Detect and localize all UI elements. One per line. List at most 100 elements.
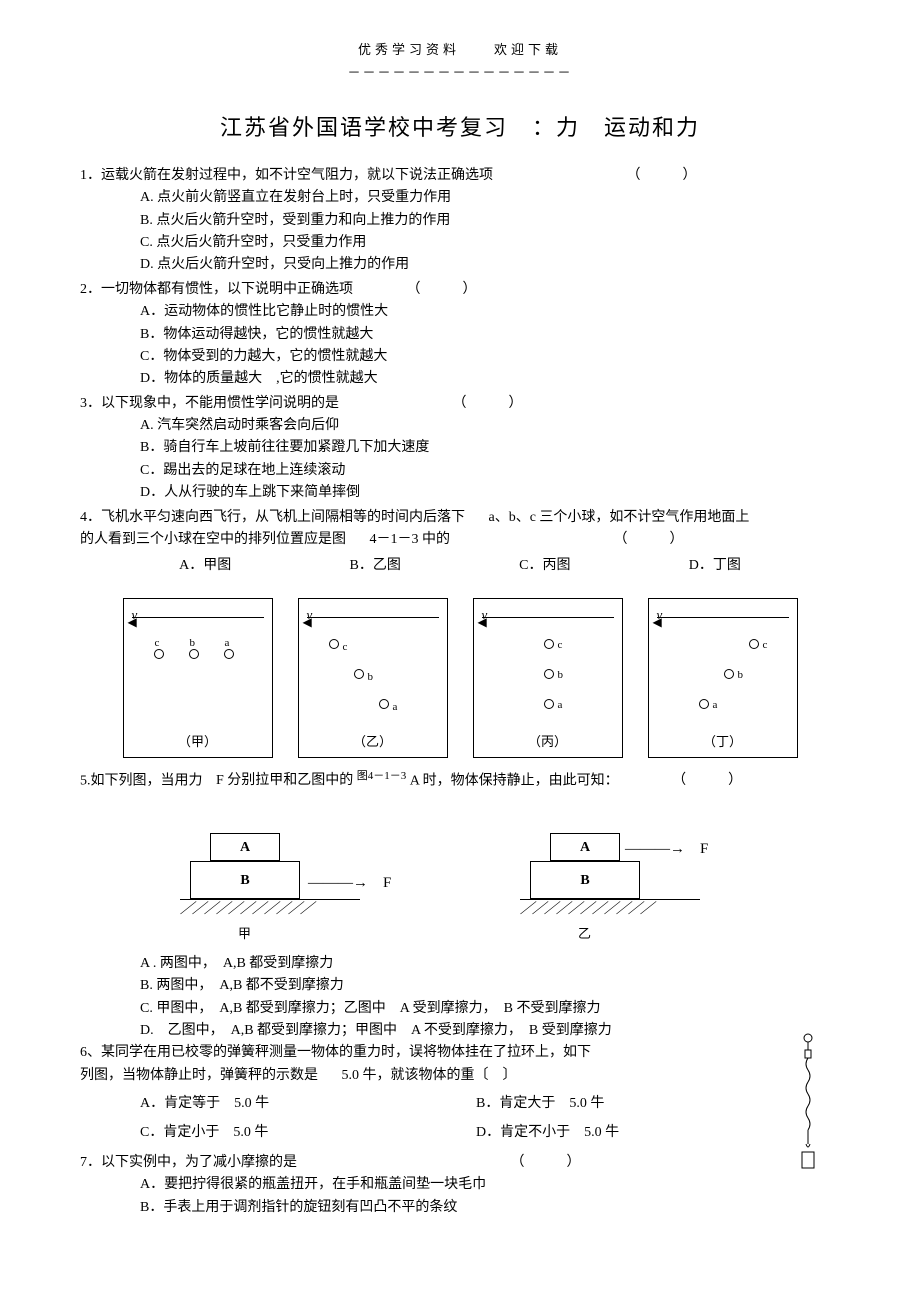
q2-opt-d: D．物体的质量越大 ,它的惯性就越大 [140,368,840,390]
ball-a-label: a [393,699,398,717]
q3-stem: 3．以下现象中，不能用惯性学问说明的是 [80,396,339,411]
q7-paren: （ ） [501,1152,581,1174]
arrow-head-icon: ◀ [303,613,312,632]
question-1: 1．运载火箭在发射过程中，如不计空气阻力，就以下说法正确选项 （ ） A. 点火… [80,165,840,277]
q5-opt-b: B. 两图中， A,B 都不受到摩擦力 [140,975,840,997]
force-label: F [700,841,708,857]
q4-opt-d: D．丁图 [689,555,741,577]
ball-c [329,639,339,649]
ball-c-label: c [558,637,563,655]
question-2: 2．一切物体都有惯性，以下说明中正确选项 （ ） A．运动物体的惯性比它静止时的… [80,279,840,391]
panel-ding: v ◀ c b a （丁） [648,598,798,758]
panel-yi: v ◀ c b a （乙） [298,598,448,758]
q4-opt-c: C．丙图 [519,555,570,577]
ball-b-label: b [738,667,744,685]
ball-a-label: a [225,635,230,653]
q5-figures: A B ／／／／／／／／／／／ ———→ F 甲 A B ／／／／／／／／／／／… [120,823,800,943]
q2-stem: 2．一切物体都有惯性，以下说明中正确选项 [80,282,353,297]
q4-opt-a: A．甲图 [179,555,231,577]
q2-paren: （ ） [397,279,477,301]
q5-options: A . 两图中， A,B 都受到摩擦力 B. 两图中， A,B 都不受到摩擦力 … [140,953,840,1043]
header-underline: －－－－－－－－－－－－－－－ [80,63,840,84]
ball-c [544,639,554,649]
q6-opt-d: D．肯定不小于 5.0 牛 [476,1122,812,1144]
question-6: 6、某同学在用已校零的弹簧秤测量一物体的重力时，误将物体挂在了拉环上，如下 列图… [80,1042,840,1150]
q5-opt-c: C. 甲图中， A,B 都受到摩擦力；乙图中 A 受到摩擦力， B 不受到摩擦力 [140,998,840,1020]
q4-stem2-mid: 4－1－3 中的 [370,532,451,547]
q5-stem-prefix: 5.如下列图，当用力 [80,773,203,788]
block-b: B [190,861,300,899]
q1-opt-a: A. 点火前火箭竖直立在发射台上时，只受重力作用 [140,187,840,209]
q7-stem: 7．以下实例中，为了减小摩擦的是 [80,1155,297,1170]
block-a: A [550,833,620,861]
question-4: 4．飞机水平匀速向西飞行，从飞机上间隔相等的时间内后落下 a、b、c 三个小球，… [80,507,840,578]
fig-caption-jia: 甲 [238,924,251,945]
q2-opt-c: C．物体受到的力越大，它的惯性就越大 [140,346,840,368]
block-b: B [530,861,640,899]
ball-c [749,639,759,649]
q1-paren: （ ） [617,165,697,187]
panel-caption-jia: （甲） [124,732,272,753]
ground-hatch-icon: ／／／／／／／／／／／ [520,899,652,921]
q3-opt-c: C．踢出去的足球在地上连续滚动 [140,460,840,482]
ball-b-label: b [558,667,564,685]
ball-a-label: a [558,697,563,715]
panel-caption-yi: （乙） [299,732,447,753]
q2-opt-a: A．运动物体的惯性比它静止时的惯性大 [140,301,840,323]
ball-a-label: a [713,697,718,715]
panel-jia: v ◀ c b a （甲） [123,598,273,758]
ball-b [544,669,554,679]
q1-opt-d: D. 点火后火箭升空时，只受向上推力的作用 [140,254,840,276]
q6-opt-c: C．肯定小于 5.0 牛 [140,1122,476,1144]
panel-caption-bing: （丙） [474,732,622,753]
q7-opt-a: A．要把拧得很紧的瓶盖扭开，在手和瓶盖间垫一块毛巾 [140,1174,840,1196]
q3-opt-d: D．人从行驶的车上跳下来简单摔倒 [140,482,840,504]
ball-a [699,699,709,709]
block-a: A [210,833,280,861]
q4-stem2-prefix: 的人看到三个小球在空中的排列位置应是图 [80,532,346,547]
arrow-head-icon: ◀ [478,613,487,632]
q5-stem-mid: F 分别拉甲和乙图中的 [216,773,353,788]
question-3: 3．以下现象中，不能用惯性学问说明的是 （ ） A. 汽车突然启动时乘客会向后仰… [80,393,840,505]
arrow-head-icon: ◀ [128,613,137,632]
q1-opt-b: B. 点火后火箭升空时，受到重力和向上推力的作用 [140,210,840,232]
ball-b [724,669,734,679]
ball-b-label: b [190,635,196,653]
ball-c-label: c [155,635,160,653]
ball-b [354,669,364,679]
arrow-line [657,617,789,618]
arrow-head-icon: ◀ [653,613,662,632]
arrow-line [482,617,614,618]
q6-opt-a: A．肯定等于 5.0 牛 [140,1093,476,1115]
q5-stem-suffix: A 时，物体保持静止，由此可知： [410,773,619,788]
ball-c-label: c [763,637,768,655]
header-note: 优秀学习资料 欢迎下载 [80,40,840,61]
q1-stem: 1．运载火箭在发射过程中，如不计空气阻力，就以下说法正确选项 [80,168,493,183]
q6-opt-b: B．肯定大于 5.0 牛 [476,1093,812,1115]
q7-opt-b: B．手表上用于调剂指针的旋钮刻有凹凸不平的条纹 [140,1197,840,1219]
panel-bing: v ◀ c b a （丙） [473,598,623,758]
question-7: 7．以下实例中，为了减小摩擦的是 （ ） A．要把拧得很紧的瓶盖扭开，在手和瓶盖… [80,1152,840,1219]
question-5: 5.如下列图，当用力 F 分别拉甲和乙图中的 图4－1－3 A 时，物体保持静止… [80,768,840,793]
spring-scale-icon [796,1032,820,1180]
ball-b-label: b [368,669,374,687]
q6-stem1: 6、某同学在用已校零的弹簧秤测量一物体的重力时，误将物体挂在了拉环上，如下 [80,1045,591,1060]
force-arrow: ———→ F [625,837,708,861]
ball-a [544,699,554,709]
force-label: F [383,875,391,891]
q3-opt-b: B．骑自行车上坡前往往要加紧蹬几下加大速度 [140,437,840,459]
q5-paren: （ ） [662,770,742,792]
arrow-line [307,617,439,618]
q1-opt-c: C. 点火后火箭升空时，只受重力作用 [140,232,840,254]
q2-opt-b: B．物体运动得越快，它的惯性就越大 [140,324,840,346]
ball-c-label: c [343,639,348,657]
q5-opt-a: A . 两图中， A,B 都受到摩擦力 [140,953,840,975]
q5-opt-d: D. 乙图中， A,B 都受到摩擦力；甲图中 A 不受到摩擦力， B 受到摩擦力 [140,1020,840,1042]
ball-a [379,699,389,709]
fig-yi: A B ／／／／／／／／／／／ ———→ F 乙 [520,823,740,943]
q4-stem1: 4．飞机水平匀速向西飞行，从飞机上间隔相等的时间内后落下 [80,510,465,525]
panel-caption-ding: （丁） [649,732,797,753]
page-title: 江苏省外国语学校中考复习 ：力 运动和力 [80,110,840,145]
figure-4-1-3: v ◀ c b a （甲） v ◀ c b a （乙） v ◀ c b a （丙… [110,598,810,758]
q6-stem2-val: 5.0 牛，就该物体的重〔 〕 [342,1068,517,1083]
